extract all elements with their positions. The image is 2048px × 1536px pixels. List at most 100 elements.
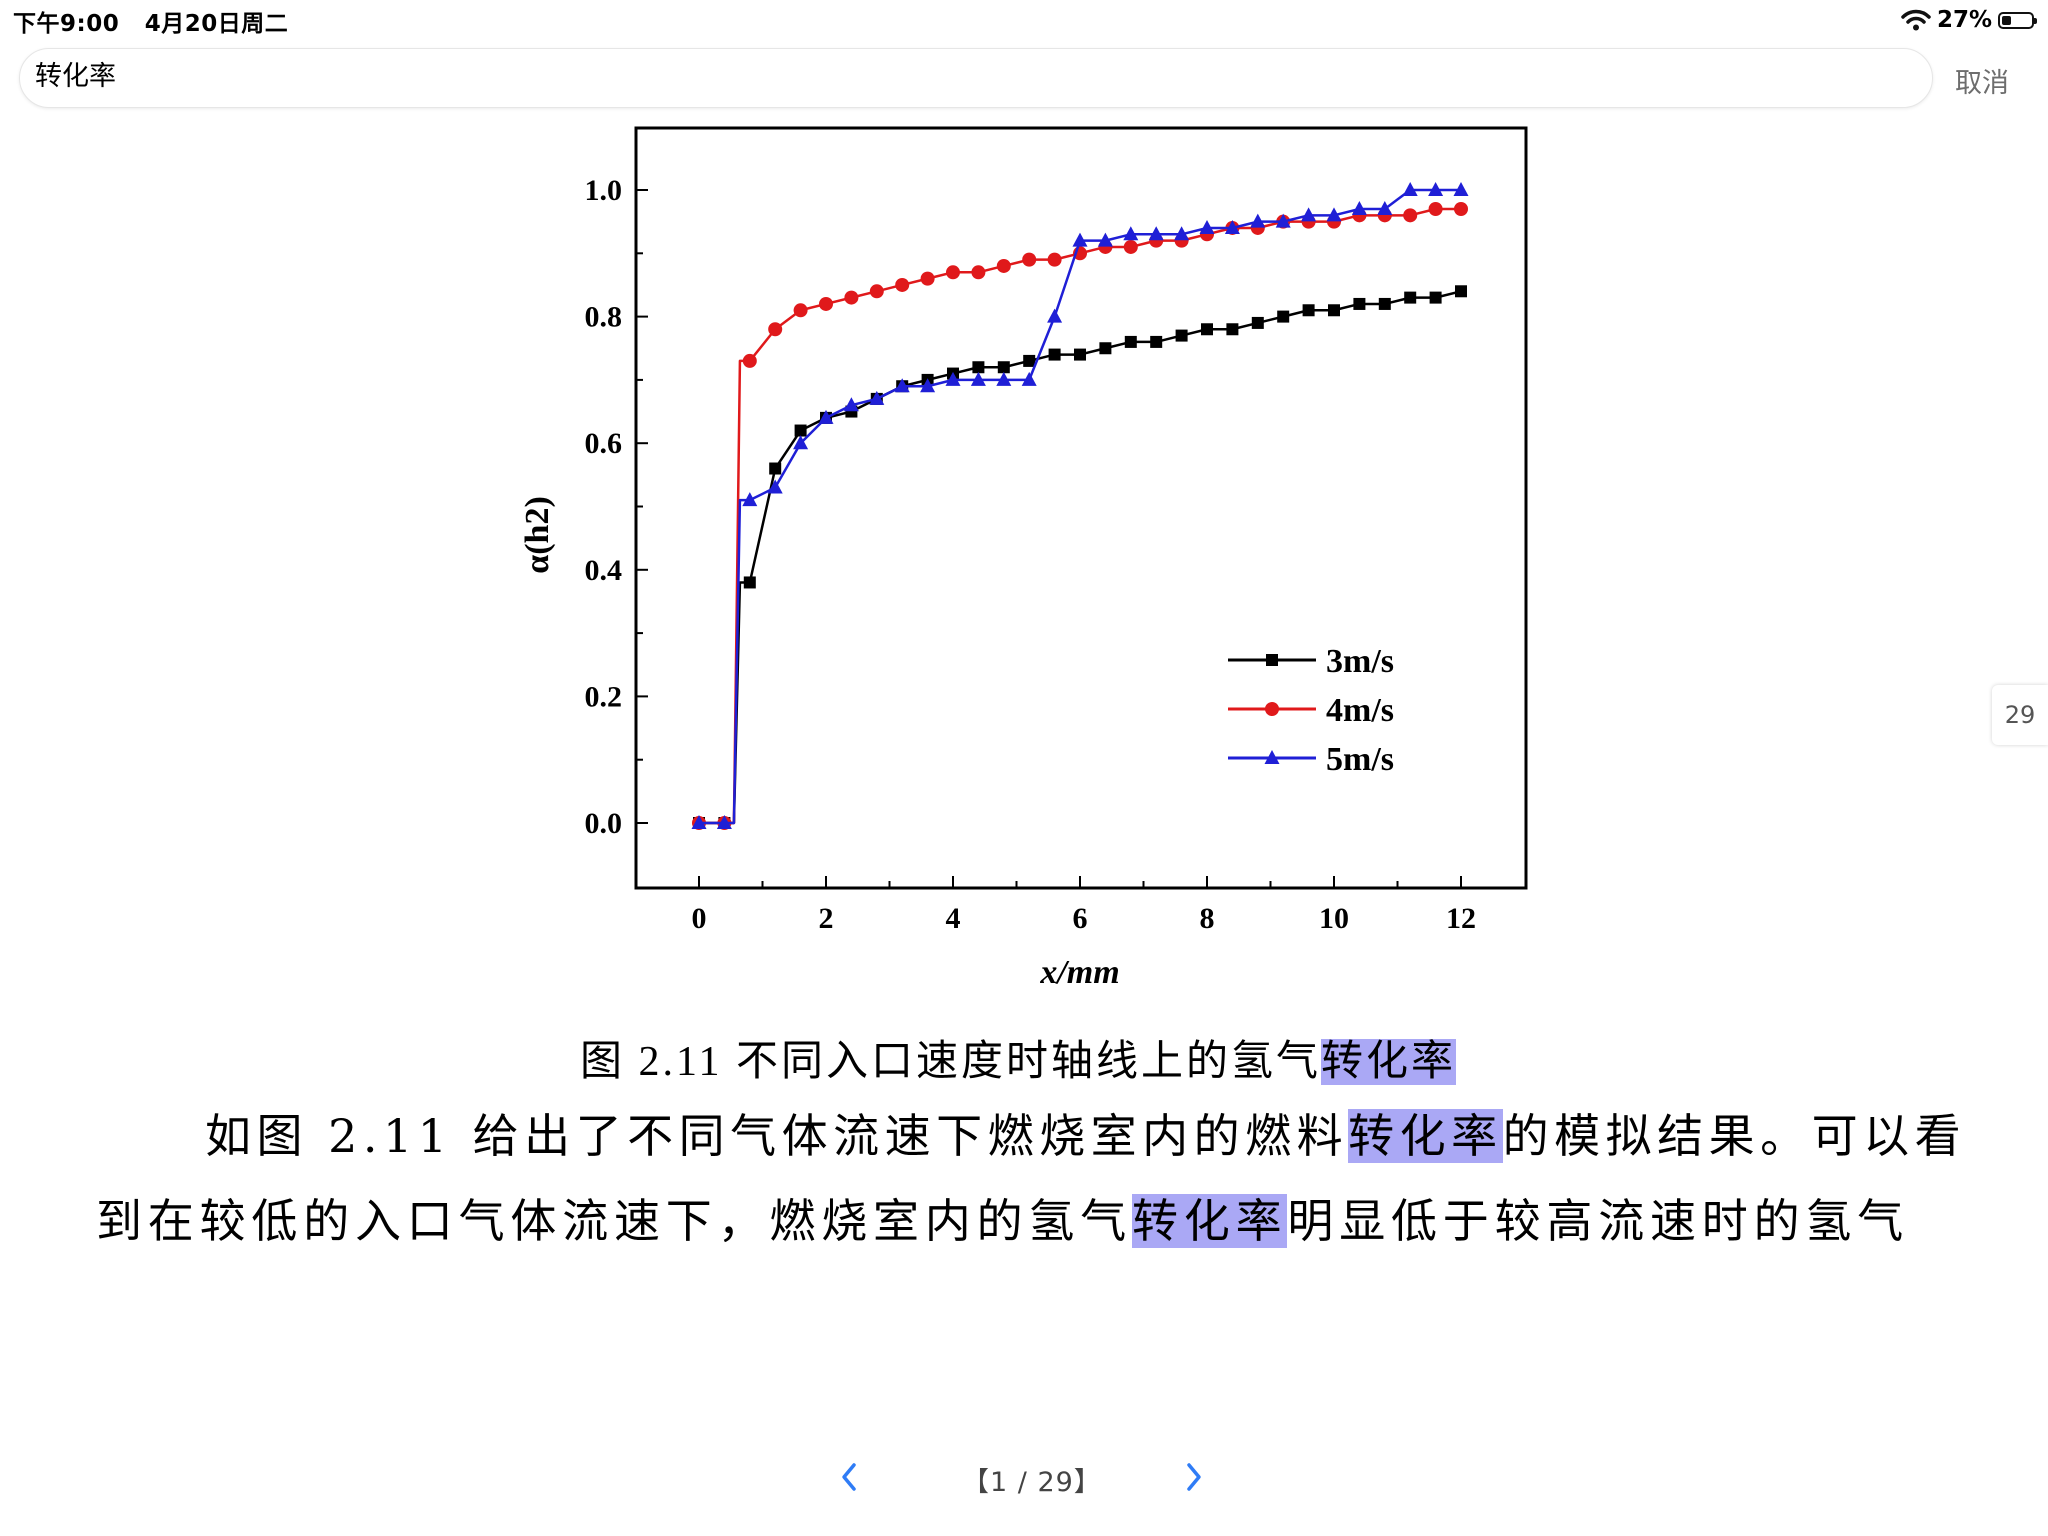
data-point-3m/s: [1404, 291, 1417, 304]
side-page-badge[interactable]: 29: [1992, 685, 2048, 745]
data-point-3m/s: [1150, 335, 1163, 348]
battery-percent: 27%: [1936, 7, 1992, 33]
data-point-5m/s: [818, 409, 834, 424]
data-point-5m/s: [1326, 207, 1342, 222]
data-point-3m/s: [743, 576, 756, 589]
data-point-5m/s: [1047, 308, 1063, 323]
data-point-4m/s: [1428, 201, 1443, 216]
data-point-3m/s: [1277, 310, 1290, 323]
data-point-5m/s: [767, 479, 783, 494]
data-point-3m/s: [1048, 348, 1061, 361]
data-point-3m/s: [997, 361, 1010, 374]
chevron-right-icon: [1187, 1463, 1201, 1491]
data-point-4m/s: [793, 303, 808, 318]
data-point-5m/s: [1224, 219, 1240, 234]
series-line-4m/s: [699, 207, 1461, 825]
data-point-4m/s: [844, 290, 859, 305]
data-point-3m/s: [1226, 323, 1239, 336]
data-point-3m/s: [1074, 348, 1086, 361]
data-point-5m/s: [894, 378, 910, 393]
battery-icon: [1998, 11, 2037, 29]
status-date: 4月20日周二: [144, 11, 289, 37]
data-point-4m/s: [1454, 201, 1468, 216]
x-tick-label: 0: [692, 902, 707, 935]
data-point-4m/s: [1047, 252, 1062, 267]
data-point-5m/s: [742, 492, 758, 507]
data-point-5m/s: [1428, 182, 1444, 196]
chart: 0 2 4 6 8 10 12 0.0 0.2 0.4 0.6 0.8 1.0 x/mm α(h2) 3m/s…: [519, 126, 1528, 991]
data-point-5m/s: [793, 435, 809, 450]
paragraph-highlight-2: 转化率: [1132, 1194, 1288, 1248]
pager: 【1 / 29】: [0, 1452, 2048, 1502]
data-point-3m/s: [794, 424, 807, 437]
data-point-5m/s: [691, 815, 707, 829]
data-point-5m/s: [1301, 207, 1317, 222]
data-point-3m/s: [1455, 285, 1467, 298]
data-point-3m/s: [1023, 354, 1036, 367]
cancel-button[interactable]: 取消: [1955, 68, 2009, 99]
y-tick-label: 0.2: [585, 680, 623, 713]
page-indicator: 【1 / 29】: [962, 1467, 1102, 1498]
data-point-4m/s: [742, 353, 757, 368]
legend-marker-5m/s: [1264, 750, 1280, 764]
data-point-5m/s: [1123, 226, 1139, 241]
y-tick-label: 0.4: [585, 554, 623, 587]
data-point-3m/s: [1251, 316, 1264, 329]
paragraph-line-2: 到在较低的入口气体流速下，燃烧室内的氢气转化率明显低于较高流速时的氢气: [96, 1194, 1910, 1248]
data-point-3m/s: [1201, 323, 1213, 336]
data-point-4m/s: [768, 322, 783, 337]
data-point-4m/s: [1123, 239, 1138, 254]
legend-marker-4m/s: [1265, 702, 1279, 716]
data-point-4m/s: [971, 265, 986, 280]
data-point-5m/s: [996, 371, 1012, 386]
y-axis-label: α(h2): [519, 496, 556, 574]
status-right: 27%: [1901, 4, 2037, 36]
data-point-4m/s: [895, 277, 910, 292]
data-point-5m/s: [1174, 226, 1190, 241]
data-point-4m/s: [946, 265, 960, 280]
chevron-left-icon: [842, 1463, 856, 1491]
data-point-5m/s: [869, 390, 885, 405]
caption-highlight: 转化率: [1320, 1039, 1456, 1085]
x-tick-label: 8: [1200, 902, 1215, 935]
data-point-5m/s: [970, 371, 986, 386]
data-point-5m/s: [945, 371, 961, 386]
x-axis-label: x/mm: [1039, 954, 1119, 991]
data-point-5m/s: [1199, 219, 1215, 234]
data-point-5m/s: [1453, 182, 1469, 196]
legend-label-4m/s: 4m/s: [1326, 692, 1394, 729]
data-point-5m/s: [920, 378, 936, 393]
legend-label-3m/s: 3m/s: [1326, 643, 1394, 680]
data-point-5m/s: [1097, 232, 1113, 247]
x-tick-label: 2: [819, 902, 834, 935]
data-point-5m/s: [1275, 213, 1291, 228]
legend-marker-3m/s: [1266, 654, 1278, 666]
x-tick-label: 12: [1446, 902, 1476, 935]
y-tick-label: 0.8: [585, 301, 623, 334]
data-point-3m/s: [769, 462, 782, 475]
data-point-5m/s: [1021, 371, 1037, 386]
next-page-button[interactable]: [1173, 1452, 1213, 1502]
search-row: 转化率 取消: [0, 46, 2048, 112]
x-tick-label: 4: [946, 902, 961, 935]
data-point-5m/s: [716, 815, 732, 829]
data-point-3m/s: [1378, 297, 1391, 310]
status-bar: 下午9:00 4月20日周二 27%: [0, 0, 2048, 40]
data-point-5m/s: [1377, 200, 1393, 215]
x-tick-label: 6: [1073, 902, 1088, 935]
paragraph-highlight-1: 转化率: [1348, 1109, 1503, 1163]
data-point-4m/s: [1403, 208, 1418, 223]
data-point-5m/s: [1402, 182, 1418, 196]
y-tick-label: 0.0: [585, 807, 623, 840]
data-point-5m/s: [1351, 200, 1367, 215]
data-point-4m/s: [819, 296, 833, 311]
data-point-4m/s: [996, 258, 1011, 273]
search-input[interactable]: 转化率: [19, 48, 1933, 108]
paragraph-line-1: 如图 2.11 给出了不同气体流速下燃烧室内的燃料转化率的模拟结果。可以看: [205, 1109, 1967, 1163]
figure-caption: 图 2.11 不同入口速度时轴线上的氢气转化率: [580, 1039, 1456, 1085]
data-point-3m/s: [1353, 297, 1366, 310]
data-point-3m/s: [1175, 329, 1188, 342]
prev-page-button[interactable]: [830, 1452, 870, 1502]
data-point-4m/s: [1022, 252, 1037, 267]
